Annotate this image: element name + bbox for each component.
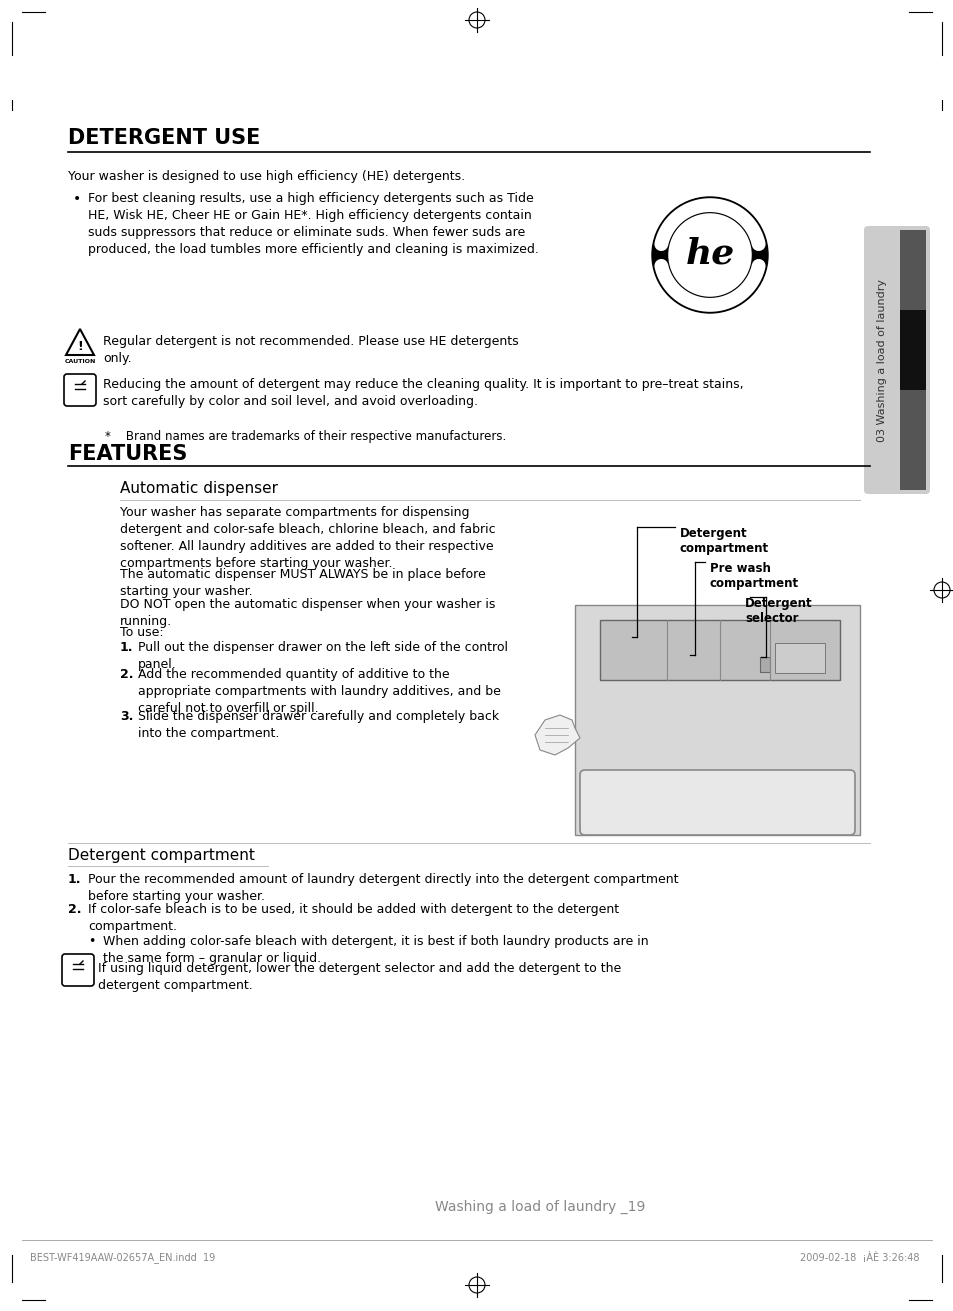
Text: he: he xyxy=(684,236,734,270)
Text: Washing a load of laundry _19: Washing a load of laundry _19 xyxy=(435,1200,644,1214)
Text: 1.: 1. xyxy=(68,873,81,886)
Text: 2009-02-18  ¡ÀÈ 3:26:48: 2009-02-18 ¡ÀÈ 3:26:48 xyxy=(800,1252,919,1264)
Bar xyxy=(599,620,840,680)
Text: !: ! xyxy=(77,340,83,353)
Text: To use:: To use: xyxy=(120,625,164,638)
Text: When adding color-safe bleach with detergent, it is best if both laundry product: When adding color-safe bleach with deter… xyxy=(103,935,648,965)
Text: Reducing the amount of detergent may reduce the cleaning quality. It is importan: Reducing the amount of detergent may red… xyxy=(103,378,742,408)
Text: 3.: 3. xyxy=(120,711,133,722)
Text: 03 Washing a load of laundry: 03 Washing a load of laundry xyxy=(876,278,886,442)
Circle shape xyxy=(667,214,751,296)
Text: Regular detergent is not recommended. Please use HE detergents
only.: Regular detergent is not recommended. Pl… xyxy=(103,336,518,364)
Bar xyxy=(575,604,859,835)
Text: Pre wash
compartment: Pre wash compartment xyxy=(709,562,799,590)
Polygon shape xyxy=(535,714,579,755)
Text: DO NOT open the automatic dispenser when your washer is
running.: DO NOT open the automatic dispenser when… xyxy=(120,598,495,628)
Text: FEATURES: FEATURES xyxy=(68,444,187,464)
Text: Add the recommended quantity of additive to the
appropriate compartments with la: Add the recommended quantity of additive… xyxy=(138,669,500,714)
FancyBboxPatch shape xyxy=(579,770,854,835)
Text: The automatic dispenser MUST ALWAYS be in place before
starting your washer.: The automatic dispenser MUST ALWAYS be i… xyxy=(120,568,485,598)
Text: *    Brand names are trademarks of their respective manufacturers.: * Brand names are trademarks of their re… xyxy=(105,430,506,443)
Text: 2.: 2. xyxy=(68,903,81,916)
FancyBboxPatch shape xyxy=(863,225,929,494)
Text: •: • xyxy=(73,191,81,206)
Bar xyxy=(760,657,769,673)
Text: Detergent
selector: Detergent selector xyxy=(744,597,812,625)
Text: Detergent compartment: Detergent compartment xyxy=(68,848,254,863)
Text: Pull out the dispenser drawer on the left side of the control
panel.: Pull out the dispenser drawer on the lef… xyxy=(138,641,507,671)
Text: 2.: 2. xyxy=(120,669,133,680)
Text: If color-safe bleach is to be used, it should be added with detergent to the det: If color-safe bleach is to be used, it s… xyxy=(88,903,618,933)
Text: Detergent
compartment: Detergent compartment xyxy=(679,527,768,555)
Text: If using liquid detergent, lower the detergent selector and add the detergent to: If using liquid detergent, lower the det… xyxy=(98,962,620,992)
Text: •: • xyxy=(88,935,95,948)
Text: For best cleaning results, use a high efficiency detergents such as Tide
HE, Wis: For best cleaning results, use a high ef… xyxy=(88,191,538,256)
Text: Your washer has separate compartments for dispensing
detergent and color-safe bl: Your washer has separate compartments fo… xyxy=(120,506,496,570)
FancyBboxPatch shape xyxy=(62,954,94,986)
Text: Your washer is designed to use high efficiency (HE) detergents.: Your washer is designed to use high effi… xyxy=(68,170,465,184)
FancyBboxPatch shape xyxy=(64,374,96,406)
Text: Pour the recommended amount of laundry detergent directly into the detergent com: Pour the recommended amount of laundry d… xyxy=(88,873,678,903)
Bar xyxy=(899,229,925,490)
Bar xyxy=(899,309,925,389)
Circle shape xyxy=(651,197,767,313)
Text: CAUTION: CAUTION xyxy=(64,359,95,364)
Text: 1.: 1. xyxy=(120,641,133,654)
Text: DETERGENT USE: DETERGENT USE xyxy=(68,128,260,148)
Text: BEST-WF419AAW-02657A_EN.indd  19: BEST-WF419AAW-02657A_EN.indd 19 xyxy=(30,1252,215,1264)
Text: Slide the dispenser drawer carefully and completely back
into the compartment.: Slide the dispenser drawer carefully and… xyxy=(138,711,498,739)
Text: Automatic dispenser: Automatic dispenser xyxy=(120,481,277,496)
Bar xyxy=(774,642,824,673)
